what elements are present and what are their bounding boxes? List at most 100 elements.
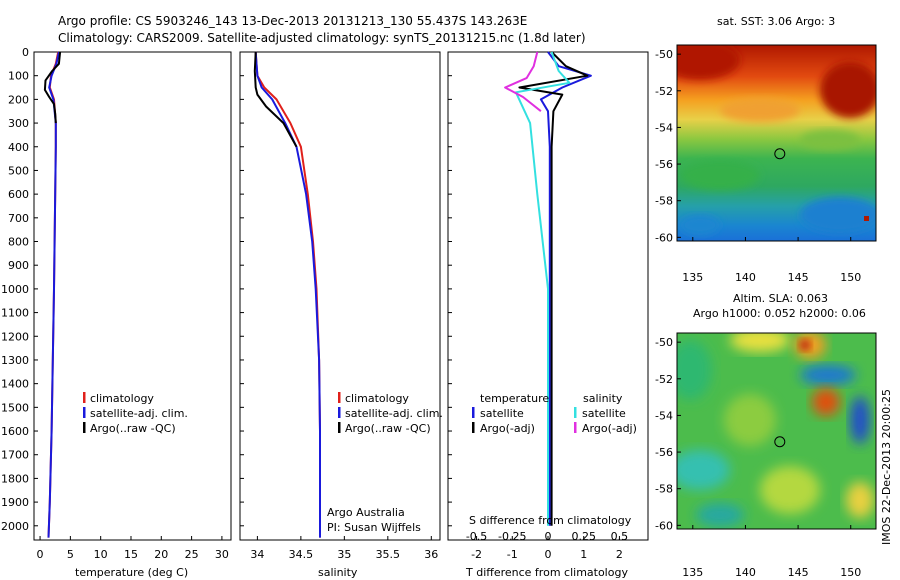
map-y-tick-label: -56: [655, 158, 673, 171]
depth-tick-label: 800: [8, 236, 29, 249]
series-line-climatology: [254, 51, 321, 538]
sst-map-axes: 135 140 145 150 -50 -52 -54 -56 -58 -60: [655, 48, 861, 284]
s-difference-tick-label: 0.5: [611, 530, 629, 543]
depth-tick-label: 600: [8, 188, 29, 201]
sst-map-image: [677, 45, 876, 241]
depth-tick-label: 300: [8, 117, 29, 130]
s-difference-tick-label: -0.25: [498, 530, 526, 543]
depth-tick-label: 1400: [1, 378, 29, 391]
legend-label-temp-satellite: satellite: [480, 407, 524, 420]
sst-argo-position-marker: [774, 148, 786, 160]
depth-axis: 0 100 200 300 400 500 600 700 800 900 1000 1100 1200…: [1, 46, 452, 533]
figure-title-line1: Argo profile: CS 5903246_143 13-Dec-2013…: [58, 14, 527, 28]
depth-tick-label: 200: [8, 93, 29, 106]
legend-label-climatology: climatology: [90, 392, 154, 405]
legend-swatch-satellite: [338, 407, 341, 418]
legend-swatch-temp-satellite: [472, 407, 475, 418]
argo-australia-annotation: Argo Australia: [327, 506, 405, 519]
x-tick-label: 5: [67, 548, 74, 561]
map-y-tick-label: -56: [655, 446, 673, 459]
depth-tick-label: 2000: [1, 520, 29, 533]
map-x-tick-label: 140: [735, 271, 756, 284]
s-difference-tick-label: 0: [545, 530, 552, 543]
temperature-panel-frame: [33, 51, 232, 541]
salinity-panel-frame: [239, 51, 441, 541]
map-y-tick-label: -60: [655, 231, 673, 244]
depth-tick-label: 1700: [1, 449, 29, 462]
depth-tick-label: 400: [8, 141, 29, 154]
legend-label-satellite: satellite-adj. clim.: [345, 407, 443, 420]
x-tick-label: 20: [154, 548, 168, 561]
x-tick-label: 15: [124, 548, 138, 561]
depth-tick-label: 1900: [1, 496, 29, 509]
sla-map-frame: [676, 332, 877, 530]
x-tick-label: 0: [37, 548, 44, 561]
x-tick-label: 10: [94, 548, 108, 561]
map-x-tick-label: 145: [788, 566, 809, 579]
legend-title-salinity: salinity: [583, 392, 623, 405]
legend-swatch-satellite: [83, 407, 86, 418]
series-line-satellite-adj-clim-: [47, 51, 60, 538]
depth-tick-label: 1500: [1, 401, 29, 414]
temperature-profile-lines: [43, 51, 62, 538]
map-x-tick-label: 150: [840, 566, 861, 579]
difference-x-ticks: -2 -1 0 1 2: [471, 536, 623, 561]
depth-tick-label: 1100: [1, 307, 29, 320]
legend-label-climatology: climatology: [345, 392, 409, 405]
map-y-tick-label: -52: [655, 85, 673, 98]
legend-label-argo: Argo(..raw -QC): [90, 422, 176, 435]
x-tick-label: 35.5: [376, 548, 401, 561]
s-difference-label: S difference from climatology: [469, 514, 632, 527]
series-line-argo-raw-qc-: [43, 51, 62, 124]
difference-legend: temperature salinity satellite Argo(-adj…: [472, 392, 637, 435]
figure-title-line2: Climatology: CARS2009. Satellite-adjuste…: [58, 31, 586, 45]
map-y-tick-label: -58: [655, 483, 673, 496]
series-line-salinity-satellite: [514, 51, 571, 526]
s-difference-tick-label: 0.25: [571, 530, 596, 543]
s-difference-tick-label: -0.5: [466, 530, 487, 543]
temperature-x-axis-label: temperature (deg C): [75, 566, 188, 579]
depth-tick-label: 700: [8, 212, 29, 225]
series-line-temperature-satellite: [539, 51, 592, 526]
legend-label-sal-satellite: satellite: [582, 407, 626, 420]
x-tick-label: 1: [580, 548, 587, 561]
depth-tick-label: 900: [8, 259, 29, 272]
x-tick-label: -1: [507, 548, 518, 561]
sla-map-image: [677, 333, 876, 529]
sla-argo-position-marker: [774, 436, 786, 448]
salinity-x-ticks: 34 34.5 35 35.5 36: [250, 536, 438, 561]
depth-tick-label: 1800: [1, 472, 29, 485]
depth-tick-label: 1000: [1, 283, 29, 296]
series-line-satellite-adj-clim-: [254, 51, 321, 538]
temperature-legend: climatology satellite-adj. clim. Argo(..…: [83, 392, 188, 435]
map-y-tick-label: -50: [655, 336, 673, 349]
salinity-legend: climatology satellite-adj. clim. Argo(..…: [338, 392, 443, 435]
difference-profile-lines: [504, 51, 592, 526]
x-tick-label: 25: [185, 548, 199, 561]
salinity-profile-lines: [253, 51, 321, 538]
depth-tick-label: 1200: [1, 330, 29, 343]
sla-map-title-line1: Altim. SLA: 0.063: [733, 292, 828, 305]
legend-swatch-climatology: [83, 392, 86, 403]
legend-swatch-climatology: [338, 392, 341, 403]
series-line-temperature-argo-adj-: [518, 51, 589, 526]
sla-map-title-line2: Argo h1000: 0.052 h2000: 0.06: [693, 307, 866, 320]
legend-title-temperature: temperature: [480, 392, 549, 405]
map-x-tick-label: 145: [788, 271, 809, 284]
depth-tick-label: 1300: [1, 354, 29, 367]
map-x-tick-label: 150: [840, 271, 861, 284]
series-line-argo-raw-qc-: [253, 51, 298, 148]
map-y-tick-label: -52: [655, 373, 673, 386]
map-y-tick-label: -54: [655, 121, 673, 134]
x-tick-label: 30: [215, 548, 229, 561]
imos-timestamp: IMOS 22-Dec-2013 20:00:25: [880, 389, 893, 545]
x-tick-label: 35: [337, 548, 351, 561]
t-difference-label: T difference from climatology: [465, 566, 628, 579]
legend-swatch-temp-argo: [472, 422, 475, 433]
map-x-tick-label: 135: [682, 566, 703, 579]
salinity-x-axis-label: salinity: [318, 566, 358, 579]
map-y-tick-label: -50: [655, 48, 673, 61]
map-y-tick-label: -60: [655, 519, 673, 532]
depth-tick-label: 100: [8, 70, 29, 83]
